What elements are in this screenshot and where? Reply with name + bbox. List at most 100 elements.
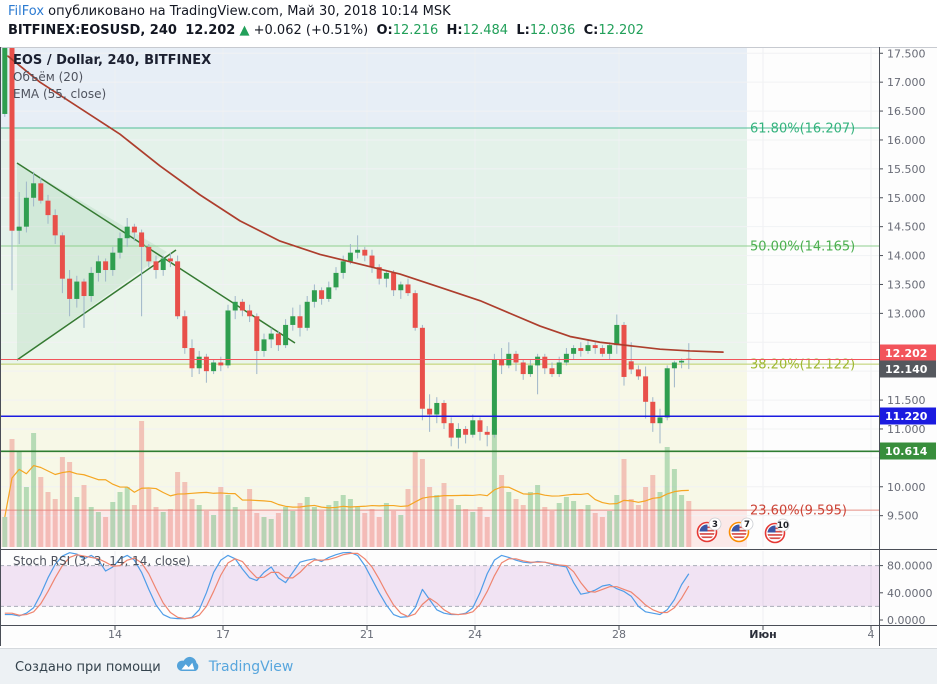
fib-zone: [0, 47, 747, 128]
candle: [311, 290, 317, 302]
volume-bar: [153, 507, 159, 547]
event-marker-icon[interactable]: 10: [764, 518, 790, 544]
tradingview-logo-icon[interactable]: [175, 656, 201, 678]
volume-bar: [535, 485, 541, 547]
price-axis-label: [880, 344, 936, 362]
event-count-badge: 10: [777, 521, 789, 531]
volume-bar: [103, 517, 109, 547]
fib-label: 23.60%(9.595): [750, 504, 847, 519]
candle: [283, 324, 289, 346]
candle: [347, 252, 353, 262]
legend-volume-study[interactable]: Объём (20): [13, 70, 84, 84]
volume-bar: [81, 485, 87, 547]
volume-bar: [74, 497, 80, 547]
volume-bar: [160, 512, 166, 547]
volume-bar: [124, 487, 130, 547]
volume-bar: [657, 492, 663, 547]
volume-layer: [2, 421, 692, 547]
volume-bar: [686, 501, 692, 547]
volume-bar: [621, 459, 627, 547]
time-axis[interactable]: 14 17 21 24 28 Июн 4: [0, 628, 880, 646]
attribution-text: опубликовано на TradingView.com, Май 30,…: [44, 4, 451, 19]
volume-bar: [196, 505, 202, 547]
stoch-rsi-legend[interactable]: Stoch RSI (3, 3, 14, 14, close): [13, 554, 191, 568]
candle: [448, 423, 454, 438]
volume-bar: [146, 489, 152, 547]
open-value: 12.216: [392, 23, 439, 38]
time-tick-label: 4: [867, 628, 875, 641]
volume-bar: [671, 469, 677, 547]
volume-bar: [506, 492, 512, 547]
event-count-badge: 7: [744, 520, 750, 530]
volume-bar: [268, 519, 274, 547]
ema-line[interactable]: [7, 55, 724, 353]
candle: [470, 420, 476, 435]
volume-bar: [484, 517, 490, 547]
fib-zone: [0, 510, 747, 547]
volume-bar: [59, 457, 65, 547]
volume-bar: [31, 433, 37, 547]
volume-bar: [520, 505, 526, 547]
volume-bar: [167, 509, 173, 547]
price-tick-label: 16.000: [887, 134, 926, 147]
volume-bar: [290, 511, 296, 547]
low-label: L:: [516, 23, 530, 38]
candle: [81, 281, 87, 297]
candle: [218, 362, 224, 366]
volume-bar: [38, 477, 44, 547]
legend-symbol[interactable]: EOS / Dollar, 240, BITFINEX: [13, 53, 212, 68]
price-change: +0.062 (+0.51%): [253, 23, 369, 38]
footer: Создано при помощи TradingView: [0, 648, 937, 684]
volume-bar: [434, 495, 440, 547]
volume-bar: [419, 459, 425, 547]
stoch-tick-label: 40.0000: [887, 587, 933, 600]
tradingview-brand-link[interactable]: TradingView: [208, 659, 294, 675]
stoch-band: [0, 565, 879, 607]
candle: [319, 290, 325, 299]
volume-bar: [527, 492, 533, 547]
volume-bar: [542, 507, 548, 547]
candle: [419, 327, 425, 409]
candle: [434, 402, 440, 415]
candle: [477, 420, 483, 432]
candles-layer: [2, 47, 692, 449]
volume-bar: [362, 513, 368, 547]
time-tick-label: 14: [108, 628, 122, 641]
price-tick-label: 11.500: [887, 394, 926, 407]
svg-text:12.202: 12.202: [885, 347, 927, 360]
time-tick-label: 21: [360, 628, 374, 641]
volume-bar: [67, 462, 73, 547]
candle: [261, 339, 267, 351]
volume-bar: [283, 507, 289, 547]
legend-ema-study[interactable]: EMA (55, close): [13, 87, 107, 101]
price-tick-label: 14.000: [887, 250, 926, 263]
volume-bar: [455, 505, 461, 547]
volume-bar: [340, 495, 346, 547]
volume-bar: [261, 517, 267, 547]
price-tick-label: 11.000: [887, 423, 926, 436]
candle: [225, 310, 231, 366]
candle: [23, 197, 29, 227]
volume-bar: [599, 517, 605, 547]
svg-text:10.614: 10.614: [885, 445, 928, 458]
open-label: O:: [376, 23, 393, 38]
candle: [542, 356, 548, 369]
volume-bar: [571, 501, 577, 547]
volume-bar: [635, 505, 641, 547]
event-marker-icon[interactable]: 7: [728, 517, 754, 543]
volume-bar: [326, 505, 332, 547]
candle: [268, 333, 274, 340]
candle: [146, 246, 152, 262]
time-tick-label: 24: [468, 628, 482, 641]
candle: [232, 301, 238, 311]
volume-bar: [614, 495, 620, 547]
triangle-pattern[interactable]: [17, 163, 167, 360]
candle: [405, 284, 411, 294]
candle: [153, 261, 159, 271]
volume-bar: [556, 503, 562, 547]
volume-bar: [376, 517, 382, 547]
volume-bar: [463, 509, 469, 547]
event-marker-icon[interactable]: 3: [696, 517, 722, 543]
